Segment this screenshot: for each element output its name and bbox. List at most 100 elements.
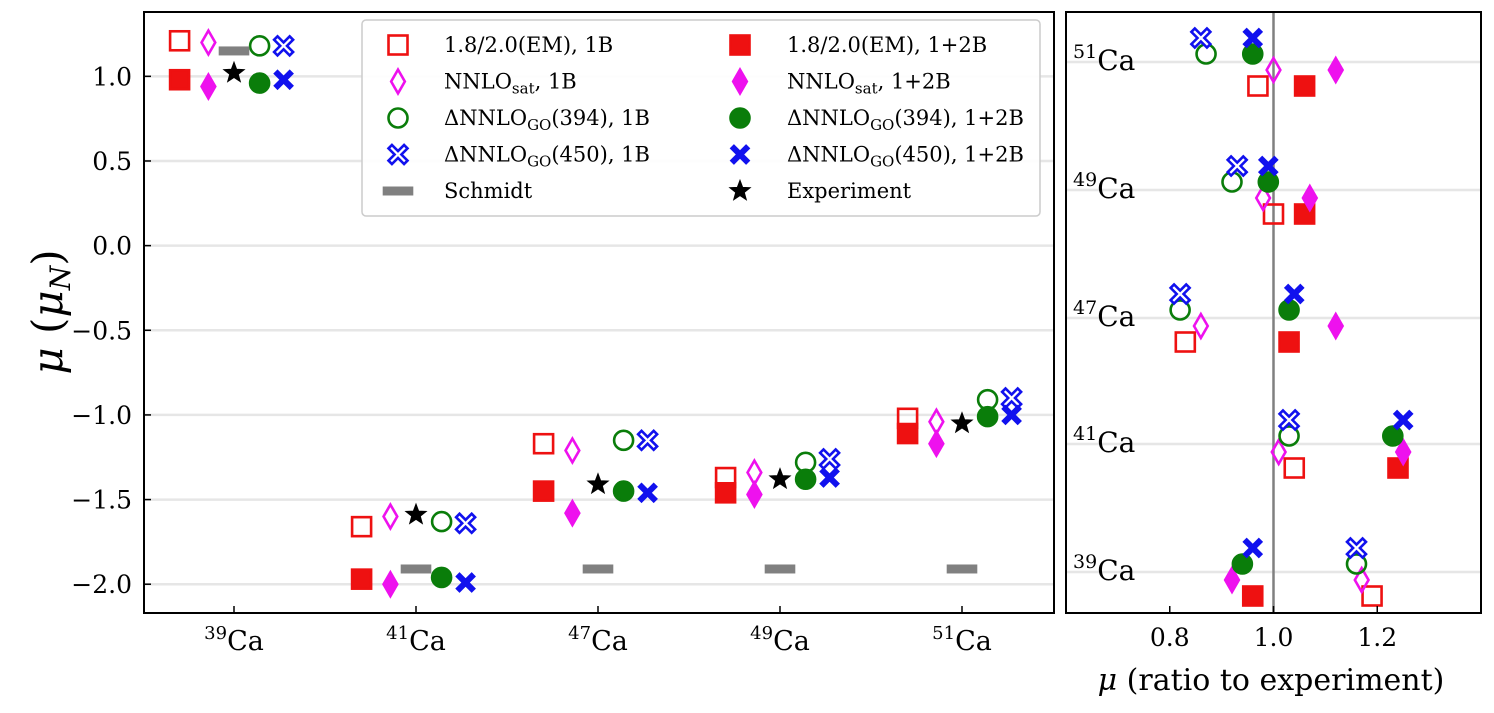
point-experiment-51 xyxy=(950,411,974,434)
ratio-point-1-8-2-0-em-1b-49 xyxy=(1262,203,1285,225)
ratio-point-nnlogo-394-1b-39 xyxy=(1345,553,1368,575)
ratio-point-nnlogo-450-1-2b-49 xyxy=(1257,155,1279,177)
ratio-x-axis-label: μ (ratio to experiment) xyxy=(1098,663,1445,698)
ratio-point-nnlogo-394-1-2b-39 xyxy=(1231,553,1254,575)
legend-label-nnlogo-450-1b: ΔNNLOGO(450), 1B xyxy=(444,143,650,171)
ratio-x-tick-label: 1.2 xyxy=(1357,623,1397,652)
ratio-point-nnlosat-1-2b-49 xyxy=(1301,183,1319,213)
point-nnlosat-1-2b-39 xyxy=(200,72,217,101)
ratio-point-1-8-2-0-em-1-2b-47 xyxy=(1278,331,1300,353)
point-experiment-39 xyxy=(222,60,246,83)
ratio-point-1-8-2-0-em-1b-47 xyxy=(1174,331,1197,353)
row-label-47-ca: 47Ca xyxy=(1073,297,1135,333)
left-panel: 1.0 0.5 0.0 −0.5 −1.0 −1.5 −2.0 39Ca 41Ca 47Ca 49C… xyxy=(23,11,1055,657)
ratio-point-nnlosat-1-2b-47 xyxy=(1327,311,1345,341)
ratio-point-nnlogo-450-1b-39 xyxy=(1345,536,1368,560)
legend-marker-nnlosat-1-2b xyxy=(731,67,749,96)
point-nnlosat-1b-47 xyxy=(564,435,581,465)
x-tick-label-41-ca: 41Ca xyxy=(386,623,446,657)
point-nnlogo-450-1b-49 xyxy=(818,447,841,471)
point-nnlogo-394-1-2b-49 xyxy=(794,468,817,491)
ratio-point-nnlogo-394-1-2b-49 xyxy=(1257,171,1280,193)
legend-label-1-8-2-0-em-1b: 1.8/2.0(EM), 1B xyxy=(444,33,613,57)
point-nnlosat-1-2b-47 xyxy=(564,498,581,528)
ratio-point-nnlogo-394-1b-41 xyxy=(1278,425,1300,447)
legend-label-nnlogo-450-1-2b: ΔNNLOGO(450), 1+2B xyxy=(787,143,1024,171)
point-nnlosat-1b-41 xyxy=(382,502,399,531)
row-label-39-ca: 39Ca xyxy=(1073,551,1135,587)
point-nnlogo-450-1-2b-47 xyxy=(637,482,658,504)
row-label-41-ca: 41Ca xyxy=(1073,423,1135,459)
point-schmidt-41 xyxy=(400,564,432,574)
ratio-point-nnlosat-1-2b-39 xyxy=(1223,565,1241,595)
ratio-x-tick-label: 0.8 xyxy=(1150,623,1190,652)
ratio-point-1-8-2-0-em-1b-39 xyxy=(1361,585,1383,607)
ratio-point-nnlosat-1-2b-51 xyxy=(1327,55,1345,85)
ratio-point-nnlogo-450-1-2b-41 xyxy=(1392,409,1414,431)
legend-label-experiment: Experiment xyxy=(787,179,912,203)
point-1-8-2-0-em-1-2b-51 xyxy=(896,422,919,445)
point-nnlosat-1b-39 xyxy=(200,27,217,57)
point-nnlosat-1-2b-41 xyxy=(382,569,399,599)
ratio-point-nnlosat-1b-39 xyxy=(1353,565,1371,595)
point-nnlogo-450-1-2b-39 xyxy=(273,69,294,91)
legend-marker-nnlogo-450-1-2b xyxy=(729,144,751,165)
legend-marker-1-8-2-0-em-1b xyxy=(387,34,409,56)
right-panel: 51Ca 49Ca 47Ca 41Ca 39Ca 0.8 1.0 1.2 μ (ratio to… xyxy=(1065,11,1482,698)
legend: 1.8/2.0(EM), 1B 1.8/2.0(EM), 1+2B NNLOsat,… xyxy=(361,19,1041,217)
x-tick-label-39-ca: 39Ca xyxy=(204,623,264,657)
point-nnlogo-394-1-2b-41 xyxy=(430,566,453,589)
ratio-point-nnlogo-450-1-2b-39 xyxy=(1242,537,1264,559)
legend-label-1-8-2-0-em-1-2b: 1.8/2.0(EM), 1+2B xyxy=(787,33,987,57)
row-label-49-ca: 49Ca xyxy=(1073,169,1135,205)
left-plot-frame xyxy=(143,11,1055,614)
y-tick-label: −1.5 xyxy=(71,486,132,515)
ratio-point-1-8-2-0-em-1-2b-51 xyxy=(1293,75,1316,97)
point-nnlogo-450-1-2b-41 xyxy=(455,572,476,593)
point-experiment-41 xyxy=(404,502,428,525)
ratio-point-nnlogo-450-1b-47 xyxy=(1168,282,1192,306)
y-tick-label: −0.5 xyxy=(71,316,132,345)
ratio-point-nnlogo-394-1-2b-41 xyxy=(1382,425,1404,447)
ratio-point-nnlogo-450-1b-51 xyxy=(1189,26,1213,50)
ratio-point-nnlogo-394-1-2b-51 xyxy=(1241,43,1264,65)
point-1-8-2-0-em-1-2b-39 xyxy=(168,68,191,91)
ratio-point-nnlogo-394-1b-47 xyxy=(1169,299,1191,321)
ratio-point-nnlogo-450-1b-41 xyxy=(1277,408,1301,432)
point-1-8-2-0-em-1b-41 xyxy=(350,515,373,538)
ratio-x-tick-label: 1.0 xyxy=(1254,623,1294,652)
legend-label-nnlogo-394-1-2b: ΔNNLOGO(394), 1+2B xyxy=(787,106,1024,134)
y-tick-label: −2.0 xyxy=(71,570,132,599)
point-nnlogo-450-1-2b-49 xyxy=(819,467,840,488)
ratio-point-nnlogo-450-1b-49 xyxy=(1225,154,1249,178)
point-nnlogo-450-1b-47 xyxy=(636,428,659,452)
point-nnlogo-394-1b-47 xyxy=(612,429,635,452)
ratio-point-nnlosat-1b-47 xyxy=(1192,311,1210,341)
point-1-8-2-0-em-1b-47 xyxy=(532,432,555,455)
x-tick-label-47-ca: 47Ca xyxy=(568,623,628,657)
point-nnlogo-394-1b-41 xyxy=(430,510,453,533)
point-nnlogo-450-1b-51 xyxy=(1000,386,1023,410)
point-schmidt-47 xyxy=(582,564,614,574)
point-schmidt-49 xyxy=(764,564,796,574)
point-schmidt-39 xyxy=(218,46,250,56)
point-1-8-2-0-em-1-2b-49 xyxy=(714,481,737,504)
legend-label-nnlosat-1-2b: NNLOsat, 1+2B xyxy=(787,70,951,98)
row-label-51-ca: 51Ca xyxy=(1073,41,1135,77)
y-tick-label: 1.0 xyxy=(92,62,132,91)
point-nnlosat-1-2b-51 xyxy=(928,429,945,459)
y-tick-label: 0.5 xyxy=(92,147,132,176)
legend-marker-nnlogo-394-1b xyxy=(387,107,409,129)
point-1-8-2-0-em-1b-39 xyxy=(168,29,191,52)
legend-label-nnlosat-1b: NNLOsat, 1B xyxy=(444,70,577,98)
ratio-point-nnlogo-450-1-2b-47 xyxy=(1283,283,1305,305)
legend-box xyxy=(361,19,1041,217)
legend-marker-nnlosat-1b xyxy=(389,67,407,96)
point-nnlogo-450-1b-39 xyxy=(272,34,295,58)
ratio-point-nnlosat-1-2b-41 xyxy=(1394,437,1412,467)
ratio-point-nnlogo-450-1-2b-51 xyxy=(1242,27,1264,49)
ratio-point-1-8-2-0-em-1b-51 xyxy=(1247,75,1269,97)
legend-marker-1-8-2-0-em-1-2b xyxy=(729,34,751,56)
ratio-point-1-8-2-0-em-1b-41 xyxy=(1283,457,1306,479)
